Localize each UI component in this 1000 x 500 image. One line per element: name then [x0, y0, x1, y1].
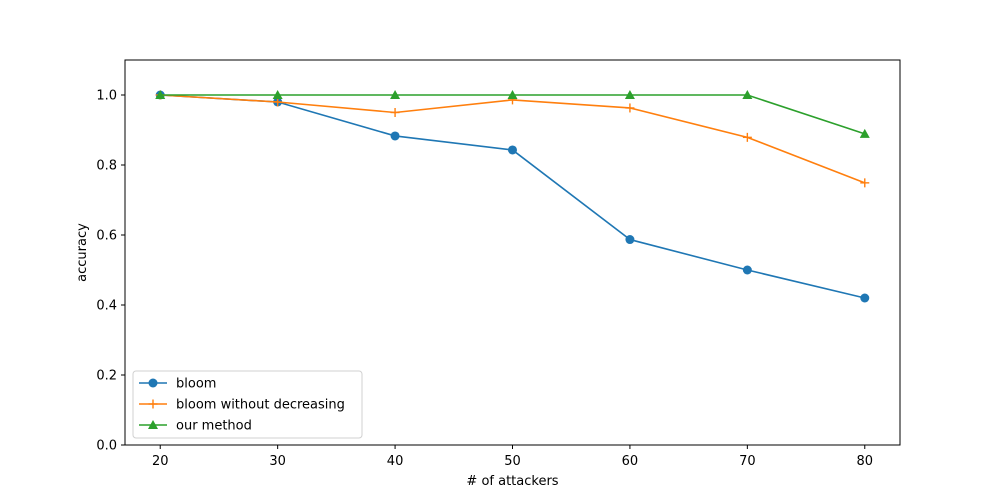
plot-frame — [124, 59, 901, 446]
legend-marker — [148, 399, 158, 409]
data-point — [625, 235, 635, 245]
y-tick-label: 0.4 — [96, 299, 117, 314]
legend: bloom bloom without decreasing our method — [132, 370, 363, 439]
data-point — [390, 90, 401, 99]
legend-marker — [148, 378, 158, 388]
data-point — [860, 293, 870, 303]
x-tick-label: 20 — [152, 454, 169, 469]
x-tick-label: 70 — [739, 454, 756, 469]
legend-entry: bloom without decreasing — [139, 398, 345, 413]
x-axis-label: # of attackers — [466, 474, 558, 489]
x-tick-label: 50 — [504, 454, 521, 469]
legend-label: our method — [176, 419, 252, 434]
y-tick-label: 0.2 — [96, 369, 117, 384]
data-point — [742, 132, 752, 142]
series-line — [160, 94, 866, 184]
series-line — [160, 94, 865, 299]
data-point — [859, 128, 870, 138]
data-point — [155, 90, 166, 99]
legend-entry: our method — [139, 419, 252, 434]
data-point — [742, 265, 752, 275]
y-tick-label: 1.0 — [96, 89, 117, 104]
series-1 — [155, 90, 870, 188]
data-point — [625, 103, 635, 113]
data-point — [390, 131, 400, 141]
legend-label: bloom — [176, 377, 216, 392]
x-tick-label: 80 — [856, 454, 873, 469]
legend-label: bloom without decreasing — [176, 398, 345, 413]
y-tick-label: 0.0 — [96, 439, 117, 454]
data-point — [860, 178, 870, 188]
series-2 — [155, 90, 870, 138]
x-tick-label: 60 — [622, 454, 639, 469]
data-point — [508, 145, 517, 155]
legend-marker — [148, 420, 158, 429]
legend-entry: bloom — [139, 377, 216, 392]
series-layer — [155, 90, 870, 303]
axis-ticks: 20 30 40 50 60 70 80 0.0 0.2 0.4 0.6 0.8 1.0 — [96, 89, 873, 470]
y-tick-label: 0.8 — [96, 159, 117, 174]
data-point — [272, 90, 283, 99]
x-tick-label: 30 — [269, 454, 286, 469]
data-point — [742, 90, 753, 99]
data-point — [624, 90, 635, 99]
data-point — [507, 90, 518, 99]
x-tick-label: 40 — [387, 454, 404, 469]
y-tick-label: 0.6 — [96, 229, 117, 244]
legend-box — [132, 370, 363, 439]
series-0 — [155, 90, 870, 303]
y-axis-label: accuracy — [75, 223, 90, 282]
data-point — [390, 108, 400, 117]
